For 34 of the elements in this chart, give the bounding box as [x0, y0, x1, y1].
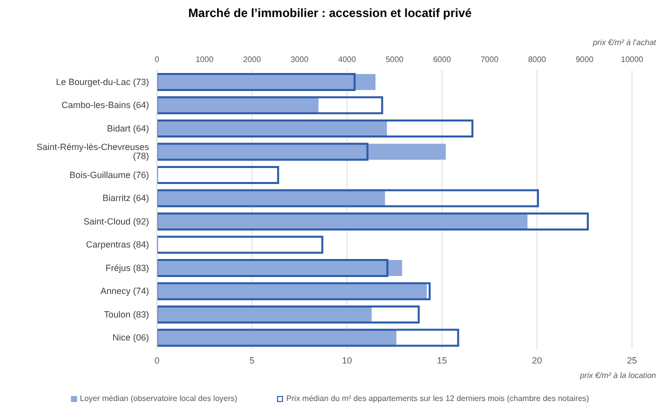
x-tick-label: 20 [532, 355, 542, 366]
x-tick-label: 15 [436, 355, 448, 366]
x-axis-title: prix €/m² à la location [580, 371, 656, 380]
x2-tick-label: 5000 [386, 55, 404, 64]
x2-tick-label: 1000 [196, 55, 214, 64]
y-tick-label: Biarritz (64) [102, 193, 149, 204]
y-tick-label: Cambo-les-Bains (64) [61, 100, 149, 110]
legend-label: Prix médian du m² des appartements sur les 12 derniers mois (chambre des notaires) [286, 394, 590, 403]
x2-tick-label: 8000 [528, 55, 546, 64]
x2-tick-label: 7000 [480, 55, 499, 64]
y-tick-label: Carpentras (84) [86, 240, 149, 250]
x2-tick-label: 6000 [433, 55, 452, 64]
y-tick-label: Bidart (64) [106, 123, 149, 134]
x-tick-label: 0 [154, 355, 160, 366]
y-tick-label: Bois-Guillaume (76) [69, 170, 149, 180]
x2-tick-label: 9000 [576, 55, 594, 64]
x2-tick-label: 4000 [338, 55, 356, 64]
x2-axis-title: prix €/m² à l’achat [592, 38, 656, 47]
x-tick-label: 25 [626, 355, 638, 366]
y-tick-label: Fréjus (83) [105, 262, 149, 273]
y-tick-label: Saint-Cloud (92) [83, 216, 150, 226]
x-tick-label: 5 [249, 355, 255, 366]
y-tick-label: Nice (06) [112, 332, 149, 343]
x2-tick-label: 10000 [620, 55, 644, 64]
y-tick-label: Saint-Rémy-lès-Chevreuses (78) [36, 142, 150, 162]
x2-tick-label: 0 [154, 55, 160, 64]
x2-tick-label: 2000 [243, 55, 262, 64]
x2-tick-label: 3000 [290, 55, 309, 64]
x-tick-label: 10 [342, 355, 352, 366]
y-tick-label: Annecy (74) [100, 286, 149, 296]
chart-title: Marché de l’immobilier : accession et locatif privé [187, 6, 473, 20]
legend-label: Loyer médian (observatoire local des loyers) [80, 394, 238, 403]
y-tick-label: Le Bourget-du-Lac (73) [56, 76, 149, 87]
y-tick-label: Toulon (83) [104, 309, 149, 320]
